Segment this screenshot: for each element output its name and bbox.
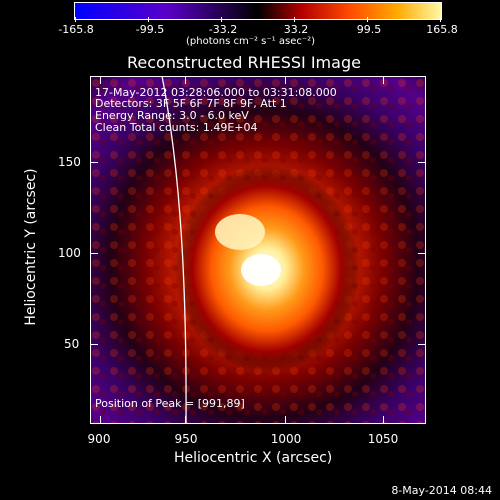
generation-date: 8-May-2014 08:44 — [391, 484, 492, 497]
colorbar-tick-label: -99.5 — [135, 23, 165, 36]
colorbar-tick-label: 99.5 — [356, 23, 382, 36]
x-tick-label: 950 — [174, 432, 198, 446]
y-axis-label: Heliocentric Y (arcsec) — [23, 168, 39, 326]
energy-range-text: Energy Range: 3.0 - 6.0 keV — [95, 109, 249, 122]
image-overlay — [90, 76, 426, 424]
x-axis-label: Heliocentric X (arcsec) — [174, 450, 333, 466]
colorbar-tick-label: -33.2 — [208, 23, 238, 36]
x-tick-label: 900 — [87, 432, 111, 446]
colorbar-units: (photons cm⁻² s⁻¹ asec⁻²) — [186, 36, 316, 47]
detectors-text: Detectors: 3F 5F 6F 7F 8F 9F, Att 1 — [95, 97, 287, 110]
x-tick-label: 1000 — [270, 432, 302, 446]
color-bar — [74, 2, 442, 22]
plot-title: Reconstructed RHESSI Image — [127, 53, 361, 72]
plot-frame — [90, 76, 426, 424]
time-range-text: 17-May-2012 03:28:06.000 to 03:31:08.000 — [95, 86, 337, 99]
colorbar-tick-label: 33.2 — [283, 23, 309, 36]
y-tick-label: 150 — [58, 155, 81, 169]
colorbar-tick-label: 165.8 — [426, 23, 458, 36]
peak-position-text: Position of Peak = [991,89] — [95, 397, 245, 410]
rhessi-image — [90, 76, 426, 424]
colorbar-tick-label: -165.8 — [58, 23, 94, 36]
clean-counts-text: Clean Total counts: 1.49E+04 — [95, 121, 258, 134]
y-tick-label: 100 — [58, 246, 81, 260]
y-tick-label: 50 — [64, 337, 80, 351]
x-tick-label: 1050 — [367, 432, 399, 446]
